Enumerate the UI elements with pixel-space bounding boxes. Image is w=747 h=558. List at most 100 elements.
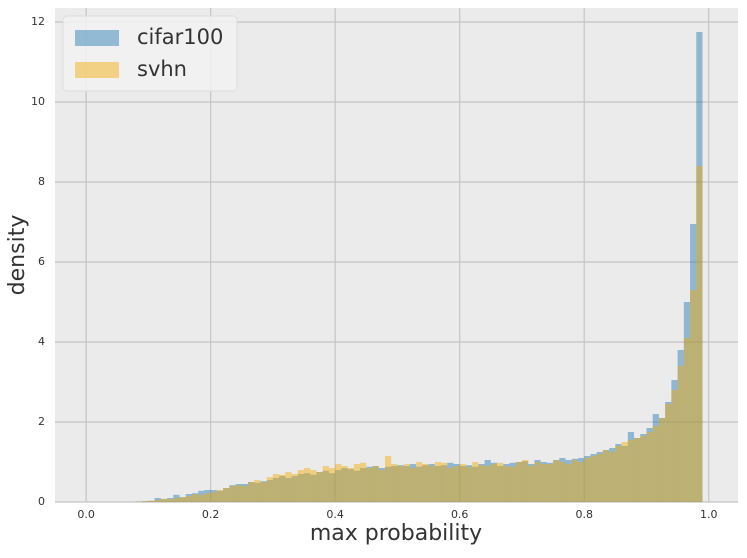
y-tick-label: 8 xyxy=(38,175,45,188)
histogram-bar xyxy=(491,464,497,502)
histogram-bar xyxy=(229,486,235,502)
histogram-bar xyxy=(204,493,210,502)
y-tick-label: 12 xyxy=(31,15,45,28)
histogram-bar xyxy=(292,474,298,502)
histogram-bar xyxy=(634,438,640,502)
histogram-bar xyxy=(223,488,229,502)
histogram-bar xyxy=(422,464,428,502)
histogram-bar xyxy=(341,466,347,502)
y-tick-label: 0 xyxy=(38,495,45,508)
histogram-bar xyxy=(566,464,572,502)
histogram-bar xyxy=(510,467,516,502)
histogram-bar xyxy=(478,465,484,502)
histogram-bar xyxy=(316,472,322,502)
histogram-bar xyxy=(429,466,435,502)
histogram-bar xyxy=(559,462,565,502)
histogram-bar xyxy=(385,456,391,502)
histogram-bar xyxy=(167,499,173,502)
histogram-bar xyxy=(646,432,652,502)
histogram-bar xyxy=(298,470,304,502)
y-tick-label: 4 xyxy=(38,335,45,348)
histogram-bar xyxy=(466,467,472,502)
x-tick-label: 0.2 xyxy=(202,508,220,521)
histogram-bar xyxy=(485,466,491,502)
histogram-bar xyxy=(435,462,441,502)
y-tick-label: 2 xyxy=(38,415,45,428)
histogram-bar xyxy=(236,485,242,502)
histogram-bar xyxy=(148,501,154,502)
histogram-bar xyxy=(441,463,447,502)
histogram-bar xyxy=(348,468,354,502)
x-axis-label: max probability xyxy=(310,521,482,546)
histogram-bar xyxy=(472,462,478,502)
histogram-bar xyxy=(503,466,509,502)
histogram-bar xyxy=(696,166,702,502)
histogram-bar xyxy=(678,366,684,502)
histogram-bar xyxy=(273,474,279,502)
histogram-bar xyxy=(360,463,366,502)
histogram-bar xyxy=(242,486,248,502)
histogram-bar xyxy=(173,498,179,502)
x-tick-label: 0.8 xyxy=(575,508,593,521)
histogram-bar xyxy=(578,462,584,502)
legend-label: cifar100 xyxy=(137,25,223,49)
histogram-bar xyxy=(609,452,615,502)
histogram-bar xyxy=(391,464,397,502)
x-tick-label: 1.0 xyxy=(700,508,718,521)
histogram-bar xyxy=(628,440,634,502)
histogram-bar xyxy=(373,466,379,502)
histogram-bar xyxy=(211,492,217,502)
histogram-bar xyxy=(267,477,273,502)
histogram-bar xyxy=(279,475,285,502)
histogram-bar xyxy=(522,460,528,502)
histogram-bar xyxy=(659,418,665,502)
histogram-bar xyxy=(248,482,254,502)
legend-swatch xyxy=(75,30,119,46)
histogram-bar xyxy=(622,442,628,502)
histogram-bar xyxy=(597,454,603,502)
histogram-bar xyxy=(155,500,161,502)
histogram-bar xyxy=(497,463,503,502)
histogram-bar xyxy=(397,466,403,502)
histogram-bar xyxy=(640,436,646,502)
histogram-bar xyxy=(285,472,291,502)
histogram-bar xyxy=(410,468,416,502)
histogram-bar xyxy=(603,450,609,502)
x-tick-label: 0.6 xyxy=(451,508,469,521)
histogram-bar xyxy=(553,460,559,502)
y-tick-label: 6 xyxy=(38,255,45,268)
histogram-bar xyxy=(447,468,453,502)
histogram-bar xyxy=(192,494,198,502)
histogram-bar xyxy=(584,458,590,502)
histogram-bar xyxy=(690,290,696,502)
histogram-bar xyxy=(665,404,671,502)
histogram-bar xyxy=(615,446,621,502)
histogram-bar xyxy=(310,470,316,502)
x-tick-label: 0.4 xyxy=(326,508,344,521)
histogram-bar xyxy=(260,482,266,502)
histogram-bar xyxy=(142,501,148,502)
histogram-bar xyxy=(404,464,410,502)
histogram-bar xyxy=(528,466,534,502)
histogram-bar xyxy=(254,480,260,502)
histogram-bar xyxy=(304,468,310,502)
histogram-bar xyxy=(323,466,329,502)
histogram-bar xyxy=(541,464,547,502)
y-axis-label: density xyxy=(5,215,30,296)
histogram-bar xyxy=(534,462,540,502)
histogram-bar xyxy=(217,490,223,502)
legend-swatch xyxy=(75,62,119,78)
legend-label: svhn xyxy=(137,57,187,81)
histogram-bar xyxy=(460,464,466,502)
x-tick-label: 0.0 xyxy=(77,508,95,521)
histogram-bar xyxy=(366,468,372,502)
histogram-bar xyxy=(329,468,335,502)
histogram-bar xyxy=(354,464,360,502)
histogram-bar xyxy=(186,496,192,502)
histogram-bar xyxy=(335,464,341,502)
histogram-bar xyxy=(516,462,522,502)
histogram-bar xyxy=(671,390,677,502)
histogram-bar xyxy=(379,470,385,502)
histogram-bar xyxy=(416,462,422,502)
